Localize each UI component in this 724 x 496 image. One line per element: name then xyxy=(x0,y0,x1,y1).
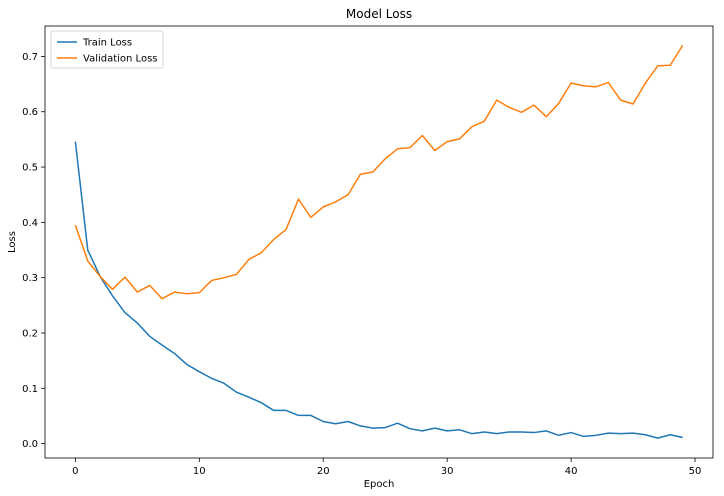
series-line-train-loss xyxy=(74,141,683,439)
series-line-validation-loss xyxy=(74,44,684,300)
y-tick-label: 0.5 xyxy=(22,163,38,174)
y-tick-label: 0.0 xyxy=(22,439,38,450)
legend-label: Validation Loss xyxy=(83,54,158,65)
y-axis-label: Loss xyxy=(7,231,18,253)
y-tick-label: 0.3 xyxy=(22,273,38,284)
legend-label: Train Loss xyxy=(82,38,132,49)
x-tick-label: 40 xyxy=(565,466,578,477)
x-tick-label: 0 xyxy=(72,466,78,477)
y-tick-label: 0.6 xyxy=(22,107,38,118)
y-tick-label: 0.7 xyxy=(22,52,38,63)
x-tick-label: 30 xyxy=(441,466,454,477)
legend: Train Loss Validation Loss xyxy=(50,30,164,69)
x-tick-label: 50 xyxy=(689,466,702,477)
x-tick-label: 20 xyxy=(317,466,330,477)
x-axis-label: Epoch xyxy=(364,479,395,490)
chart-title: Model Loss xyxy=(346,7,412,21)
legend-box xyxy=(50,30,164,69)
plot-lines xyxy=(74,44,684,439)
y-tick-label: 0.1 xyxy=(22,384,38,395)
plot-frame xyxy=(44,25,714,459)
y-tick-label: 0.2 xyxy=(22,328,38,339)
x-tick-label: 10 xyxy=(193,466,206,477)
axes: 0 10 20 30 40 50 0.0 0.1 0.2 0.3 0.4 0.5 0.6 0.7 xyxy=(22,25,714,477)
y-tick-label: 0.4 xyxy=(22,218,38,229)
